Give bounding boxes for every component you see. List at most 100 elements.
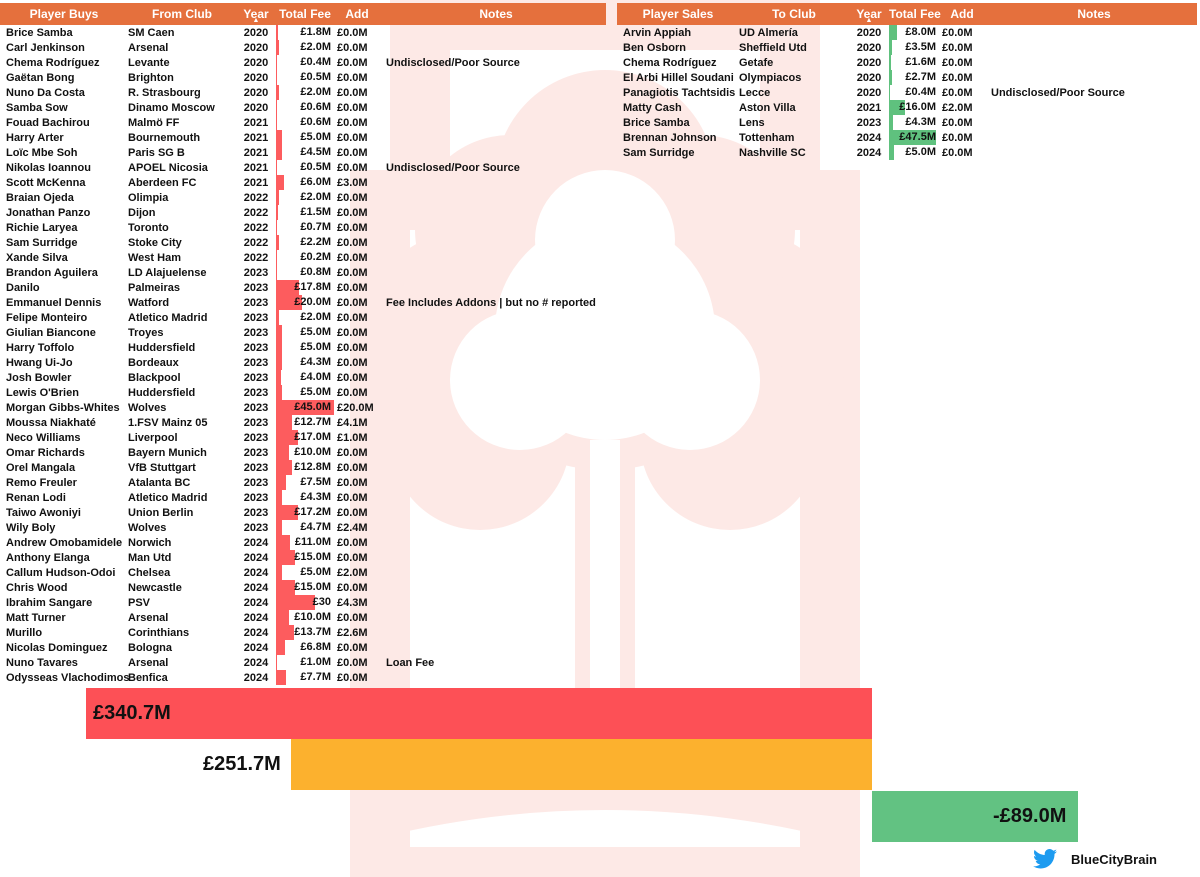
sales-row[interactable]: Sam Surridge Nashville SC 2024 £5.0M £0.0M — [617, 145, 1197, 160]
buys-row[interactable]: Danilo Palmeiras 2023 £17.8M £0.0M — [0, 280, 606, 295]
club-cell: R. Strasbourg — [128, 86, 201, 99]
col-header-notes[interactable]: Notes — [479, 7, 513, 21]
buys-row[interactable]: Nuno Tavares Arsenal 2024 £1.0M £0.0M Loan Fe… — [0, 655, 606, 670]
col-header-total-fee[interactable]: Total Fee — [279, 7, 331, 21]
buys-row[interactable]: Harry Arter Bournemouth 2021 £5.0M £0.0M — [0, 130, 606, 145]
buys-header-row: Player Buys From Club Year ▲ Total Fee Ad… — [0, 3, 606, 25]
player-name-cell: Chris Wood — [6, 581, 68, 594]
buys-row[interactable]: Orel Mangala VfB Stuttgart 2023 £12.8M £0.0M — [0, 460, 606, 475]
total-fee-cell: £2.0M — [276, 310, 334, 325]
buys-row[interactable]: Fouad Bachirou Malmö FF 2021 £0.6M £0.0M — [0, 115, 606, 130]
player-name-cell: Sam Surridge — [623, 146, 695, 159]
buys-row[interactable]: Giulian Biancone Troyes 2023 £5.0M £0.0M — [0, 325, 606, 340]
col-header-total-fee[interactable]: Total Fee — [889, 7, 941, 21]
buys-row[interactable]: Remo Freuler Atalanta BC 2023 £7.5M £0.0M — [0, 475, 606, 490]
add-on-cell: £0.0M — [337, 116, 368, 129]
fee-data-bar — [276, 475, 286, 490]
buys-row[interactable]: Nuno Da Costa R. Strasbourg 2020 £2.0M £0.0M — [0, 85, 606, 100]
buys-row[interactable]: Emmanuel Dennis Watford 2023 £20.0M £0.0M Fee… — [0, 295, 606, 310]
add-on-cell: £0.0M — [337, 206, 368, 219]
col-header-add[interactable]: Add — [345, 7, 369, 21]
buys-row[interactable]: Nikolas Ioannou APOEL Nicosia 2021 £0.5M £0.… — [0, 160, 606, 175]
buys-row[interactable]: Hwang Ui-Jo Bordeaux 2023 £4.3M £0.0M — [0, 355, 606, 370]
sales-row[interactable]: Brice Samba Lens 2023 £4.3M £0.0M — [617, 115, 1197, 130]
total-fee-cell: £12.7M — [276, 415, 334, 430]
buys-row[interactable]: Matt Turner Arsenal 2024 £10.0M £0.0M — [0, 610, 606, 625]
total-fee-cell: £0.8M — [276, 265, 334, 280]
sales-row[interactable]: Ben Osborn Sheffield Utd 2020 £3.5M £0.0M — [617, 40, 1197, 55]
fee-data-bar — [276, 355, 282, 370]
fee-value: £1.5M — [300, 206, 331, 218]
buys-row[interactable]: Odysseas Vlachodimos Benfica 2024 £7.7M £0.0… — [0, 670, 606, 685]
buys-row[interactable]: Morgan Gibbs-Whites Wolves 2023 £45.0M £20.0… — [0, 400, 606, 415]
fee-value: £0.6M — [300, 101, 331, 113]
buys-row[interactable]: Richie Laryea Toronto 2022 £0.7M £0.0M — [0, 220, 606, 235]
player-name-cell: Neco Williams — [6, 431, 81, 444]
sales-row[interactable]: Brennan Johnson Tottenham 2024 £47.5M £0.0M — [617, 130, 1197, 145]
total-fee-cell: £5.0M — [276, 385, 334, 400]
buys-row[interactable]: Wily Boly Wolves 2023 £4.7M £2.4M — [0, 520, 606, 535]
buys-row[interactable]: Josh Bowler Blackpool 2023 £4.0M £0.0M — [0, 370, 606, 385]
total-fee-cell: £0.5M — [276, 70, 334, 85]
col-header-to-club[interactable]: To Club — [772, 7, 816, 21]
buys-row[interactable]: Scott McKenna Aberdeen FC 2021 £6.0M £3.0M — [0, 175, 606, 190]
sales-row[interactable]: Matty Cash Aston Villa 2021 £16.0M £2.0M — [617, 100, 1197, 115]
buys-row[interactable]: Chris Wood Newcastle 2024 £15.0M £0.0M — [0, 580, 606, 595]
player-name-cell: Matt Turner — [6, 611, 66, 624]
notes-cell: Loan Fee — [386, 656, 435, 669]
sales-row[interactable]: Arvin Appiah UD Almería 2020 £8.0M £0.0M — [617, 25, 1197, 40]
player-name-cell: Ibrahim Sangare — [6, 596, 93, 609]
buys-row[interactable]: Sam Surridge Stoke City 2022 £2.2M £0.0M — [0, 235, 606, 250]
buys-row[interactable]: Felipe Monteiro Atletico Madrid 2023 £2.0M £… — [0, 310, 606, 325]
buys-row[interactable]: Gaëtan Bong Brighton 2020 £0.5M £0.0M — [0, 70, 606, 85]
buys-row[interactable]: Andrew Omobamidele Norwich 2024 £11.0M £0.0M — [0, 535, 606, 550]
col-header-year[interactable]: Year ▲ — [849, 7, 889, 24]
author-credit[interactable]: BlueCityBrain — [1033, 849, 1157, 869]
buys-row[interactable]: Renan Lodi Atletico Madrid 2023 £4.3M £0.0M — [0, 490, 606, 505]
buys-row[interactable]: Carl Jenkinson Arsenal 2020 £2.0M £0.0M — [0, 40, 606, 55]
club-cell: Wolves — [128, 401, 167, 414]
col-header-player-buys[interactable]: Player Buys — [29, 7, 99, 21]
col-header-from-club[interactable]: From Club — [152, 7, 212, 21]
buys-row[interactable]: Ibrahim Sangare PSV 2024 £30 £4.3M — [0, 595, 606, 610]
buys-row[interactable]: Nicolas Dominguez Bologna 2024 £6.8M £0.0M — [0, 640, 606, 655]
fee-data-bar — [889, 130, 936, 145]
buys-row[interactable]: Harry Toffolo Huddersfield 2023 £5.0M £0.0M — [0, 340, 606, 355]
fee-data-bar — [276, 190, 279, 205]
year-cell: 2020 — [243, 86, 269, 99]
total-fee-cell: £0.6M — [276, 100, 334, 115]
buys-row[interactable]: Anthony Elanga Man Utd 2024 £15.0M £0.0M — [0, 550, 606, 565]
club-cell: Benfica — [128, 671, 168, 684]
club-cell: Blackpool — [128, 371, 181, 384]
buys-row[interactable]: Omar Richards Bayern Munich 2023 £10.0M £0.0… — [0, 445, 606, 460]
buys-row[interactable]: Brice Samba SM Caen 2020 £1.8M £0.0M — [0, 25, 606, 40]
buys-row[interactable]: Brandon Aguilera LD Alajuelense 2023 £0.8M £… — [0, 265, 606, 280]
club-cell: Man Utd — [128, 551, 172, 564]
add-on-cell: £0.0M — [942, 71, 973, 84]
fee-value: £13.7M — [294, 626, 331, 638]
sales-row[interactable]: El Arbi Hillel Soudani Olympiacos 2020 £2.7… — [617, 70, 1197, 85]
buys-row[interactable]: Lewis O'Brien Huddersfield 2023 £5.0M £0.0M — [0, 385, 606, 400]
sales-row[interactable]: Panagiotis Tachtsidis Lecce 2020 £0.4M £0.0M… — [617, 85, 1197, 100]
buys-row[interactable]: Chema Rodríguez Levante 2020 £0.4M £0.0M Undi… — [0, 55, 606, 70]
fee-value: £1.0M — [300, 656, 331, 668]
col-header-notes[interactable]: Notes — [1077, 7, 1111, 21]
club-cell: Lecce — [739, 86, 771, 99]
buys-row[interactable]: Loïc Mbe Soh Paris SG B 2021 £4.5M £0.0M — [0, 145, 606, 160]
col-header-add[interactable]: Add — [950, 7, 974, 21]
buys-row[interactable]: Neco Williams Liverpool 2023 £17.0M £1.0M — [0, 430, 606, 445]
buys-row[interactable]: Taiwo Awoniyi Union Berlin 2023 £17.2M £0.0M — [0, 505, 606, 520]
buys-row[interactable]: Murillo Corinthians 2024 £13.7M £2.6M — [0, 625, 606, 640]
buys-row[interactable]: Xande Silva West Ham 2022 £0.2M £0.0M — [0, 250, 606, 265]
buys-row[interactable]: Jonathan Panzo Dijon 2022 £1.5M £0.0M — [0, 205, 606, 220]
buys-row[interactable]: Braian Ojeda Olimpia 2022 £2.0M £0.0M — [0, 190, 606, 205]
sales-row[interactable]: Chema Rodríguez Getafe 2020 £1.6M £0.0M — [617, 55, 1197, 70]
fee-data-bar — [276, 520, 282, 535]
col-header-year[interactable]: Year ▲ — [236, 7, 276, 24]
buys-row[interactable]: Callum Hudson-Odoi Chelsea 2024 £5.0M £2.0M — [0, 565, 606, 580]
col-header-player-sales[interactable]: Player Sales — [642, 7, 714, 21]
buys-row[interactable]: Moussa Niakhaté 1.FSV Mainz 05 2023 £12.7M £… — [0, 415, 606, 430]
player-name-cell: Orel Mangala — [6, 461, 76, 474]
club-cell: Tottenham — [739, 131, 795, 144]
buys-row[interactable]: Samba Sow Dinamo Moscow 2020 £0.6M £0.0M — [0, 100, 606, 115]
